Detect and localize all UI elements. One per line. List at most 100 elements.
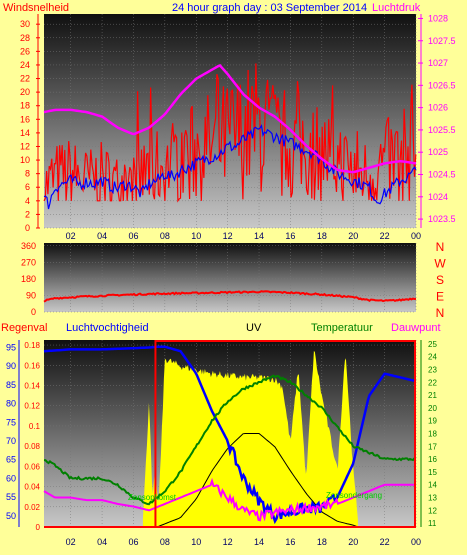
- pressure-line: [43, 64, 417, 174]
- wind-y-tick-label: 20: [20, 87, 30, 97]
- wind-gust-line: [43, 124, 417, 210]
- x-tick-label-bottom: 00: [411, 537, 421, 547]
- x-tick-label-bottom: 16: [285, 537, 295, 547]
- direction-y-tick-label: 90: [26, 290, 36, 300]
- wind-direction-line: [43, 290, 417, 303]
- rain-y-tick-label: 0.04: [24, 483, 40, 492]
- x-tick-label-top: 18: [317, 231, 327, 241]
- temperature-y-tick-label: 22: [428, 378, 437, 387]
- wind-axis-label: Windsnelheid: [3, 2, 69, 14]
- temperature-y-tick-label: 16: [428, 455, 437, 464]
- x-tick-label-bottom: 20: [348, 537, 358, 547]
- wind-y-tick-label: 22: [20, 74, 30, 84]
- chart-title: 24 hour graph day : 03 September 2014: [172, 2, 367, 14]
- temperature-y-tick-label: 13: [428, 494, 437, 503]
- temperature-y-tick-label: 12: [428, 506, 437, 515]
- x-tick-label-top: 22: [380, 231, 390, 241]
- temperature-y-tick-label: 14: [428, 481, 437, 490]
- x-tick-label-bottom: 14: [254, 537, 264, 547]
- x-tick-label-bottom: 10: [191, 537, 201, 547]
- humidity-line: [43, 345, 417, 525]
- rain-y-tick-label: 0: [36, 523, 41, 532]
- compass-label: N: [436, 240, 445, 254]
- rain-axis-label: Regenval: [1, 322, 47, 334]
- compass-label: S: [436, 273, 444, 287]
- x-tick-label-bottom: 18: [317, 537, 327, 547]
- compass-label: E: [436, 289, 444, 303]
- temperature-y-tick-label: 24: [428, 353, 437, 362]
- sunrise-annotation: Zonsopkomst: [128, 493, 177, 502]
- temperature-y-tick-label: 18: [428, 430, 437, 439]
- temperature-line: [43, 374, 417, 506]
- uv-line: [156, 433, 358, 528]
- compass-label: N: [436, 306, 445, 320]
- rain-y-tick-label: 0.1: [29, 422, 41, 431]
- dewpoint-line: [43, 477, 416, 522]
- wind-y-tick-label: 26: [20, 46, 30, 56]
- temperature-y-tick-label: 21: [428, 391, 437, 400]
- temperature-y-tick-label: 25: [428, 340, 437, 349]
- humidity-y-tick-label: 80: [6, 399, 16, 409]
- wind-y-tick-label: 14: [20, 128, 30, 138]
- direction-y-tick-label: 360: [21, 241, 36, 251]
- x-tick-label-top: 04: [97, 231, 107, 241]
- x-tick-label-top: 12: [223, 231, 233, 241]
- temperature-y-tick-label: 15: [428, 468, 437, 477]
- wind-y-tick-label: 16: [20, 114, 30, 124]
- uv-axis-label: UV: [246, 322, 262, 334]
- temperature-y-tick-label: 20: [428, 404, 437, 413]
- direction-y-tick-label: 0: [31, 307, 36, 317]
- x-tick-label-top: 20: [348, 231, 358, 241]
- humidity-axis-label: Luchtvochtigheid: [66, 322, 149, 334]
- humidity-y-tick-label: 50: [6, 511, 16, 521]
- x-tick-label-bottom: 04: [97, 537, 107, 547]
- temperature-y-tick-label: 11: [428, 519, 437, 528]
- x-tick-label-top: 02: [66, 231, 76, 241]
- pressure-y-tick-label: 1024.5: [428, 170, 456, 180]
- temperature-y-tick-label: 17: [428, 442, 437, 451]
- wind-y-tick-label: 28: [20, 33, 30, 43]
- rain-y-tick-label: 0.06: [24, 462, 40, 471]
- x-tick-label-top: 14: [254, 231, 264, 241]
- direction-y-tick-label: 270: [21, 257, 36, 267]
- pressure-y-tick-label: 1026.5: [428, 80, 456, 90]
- humidity-y-tick-label: 70: [6, 436, 16, 446]
- rain-y-tick-label: 0.14: [24, 381, 40, 390]
- x-tick-label-bottom: 02: [66, 537, 76, 547]
- wind-y-tick-label: 4: [25, 196, 30, 206]
- pressure-y-tick-label: 1025.5: [428, 125, 456, 135]
- solar-radiation-fill: [142, 350, 358, 527]
- humidity-y-tick-label: 95: [6, 342, 16, 352]
- panel-wind: 0246810121416182022242628301023.51024102…: [20, 13, 456, 233]
- pressure-y-tick-label: 1027.5: [428, 36, 456, 46]
- pressure-y-tick-label: 1026: [428, 103, 448, 113]
- rain-frame: [154, 340, 416, 527]
- x-tick-label-top: 10: [191, 231, 201, 241]
- x-tick-label-top: 08: [160, 231, 170, 241]
- wind-y-tick-label: 6: [25, 182, 30, 192]
- sunset-annotation: Zonsondergang: [326, 491, 382, 500]
- pressure-y-tick-label: 1027: [428, 58, 448, 68]
- direction-y-tick-label: 180: [21, 274, 36, 284]
- pressure-y-tick-label: 1028: [428, 13, 448, 23]
- x-tick-label-bottom: 22: [380, 537, 390, 547]
- wind-y-tick-label: 8: [25, 169, 30, 179]
- panel-weather: 0 0.02 0.04 0.06 0.08 0.1 0.12 0.14 0.16 0.18 50 55…: [6, 340, 437, 532]
- humidity-y-tick-label: 90: [6, 361, 16, 371]
- pressure-y-tick-label: 1024: [428, 192, 448, 202]
- rain-y-tick-label: 0.16: [24, 361, 40, 370]
- wind-y-tick-label: 2: [25, 209, 30, 219]
- humidity-y-tick-label: 65: [6, 455, 16, 465]
- pressure-y-tick-label: 1023.5: [428, 214, 456, 224]
- dewpoint-axis-label: Dauwpunt: [391, 322, 441, 334]
- rain-y-tick-label: 0.12: [24, 402, 40, 411]
- humidity-y-tick-label: 85: [6, 380, 16, 390]
- wind-y-tick-label: 12: [20, 141, 30, 151]
- rain-y-tick-label: 0.18: [24, 341, 40, 350]
- humidity-y-tick-label: 60: [6, 473, 16, 483]
- compass-label: W: [434, 256, 446, 270]
- temperature-y-tick-label: 23: [428, 365, 437, 374]
- panel-direction-background: [44, 243, 416, 312]
